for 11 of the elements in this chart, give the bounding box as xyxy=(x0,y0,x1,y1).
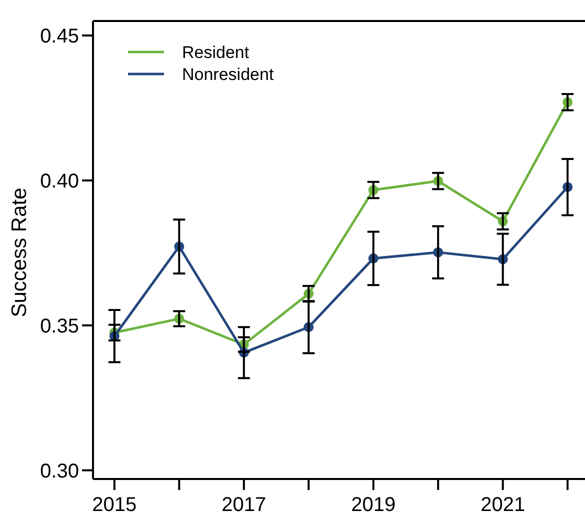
y-tick-label: 0.40 xyxy=(40,170,79,192)
x-tick-label: 2015 xyxy=(92,494,137,516)
x-tick-label: 2017 xyxy=(222,494,266,516)
y-axis-title: Success Rate xyxy=(8,188,31,318)
y-tick-label: 0.45 xyxy=(40,25,79,48)
legend-label: Resident xyxy=(182,42,250,62)
y-tick-label: 0.35 xyxy=(40,315,79,338)
x-tick-label: 2019 xyxy=(351,494,396,516)
x-tick-label: 2021 xyxy=(480,494,526,516)
legend-label: Nonresident xyxy=(182,64,274,84)
y-tick-label: 0.30 xyxy=(40,460,79,482)
